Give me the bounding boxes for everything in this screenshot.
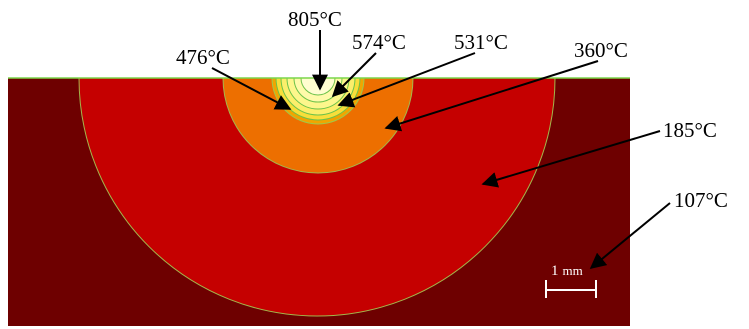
label-360: 360°C	[574, 38, 628, 62]
label-107: 107°C	[674, 188, 728, 212]
arrow-531	[337, 52, 476, 108]
label-805: 805°C	[288, 7, 342, 31]
label-531: 531°C	[454, 30, 508, 54]
arrow-574	[331, 52, 377, 98]
arrow-360	[384, 60, 599, 132]
zone-360	[222, 78, 414, 174]
arrow-476	[211, 67, 292, 110]
zone-185	[78, 78, 556, 317]
scale-bar-label: 1 mm	[551, 263, 583, 279]
label-185: 185°C	[663, 118, 717, 142]
arrow-185	[481, 130, 661, 188]
arrow-107	[589, 202, 671, 270]
scale-bar: 1 mm	[545, 263, 597, 298]
label-476: 476°C	[176, 45, 230, 69]
label-574: 574°C	[352, 30, 406, 54]
